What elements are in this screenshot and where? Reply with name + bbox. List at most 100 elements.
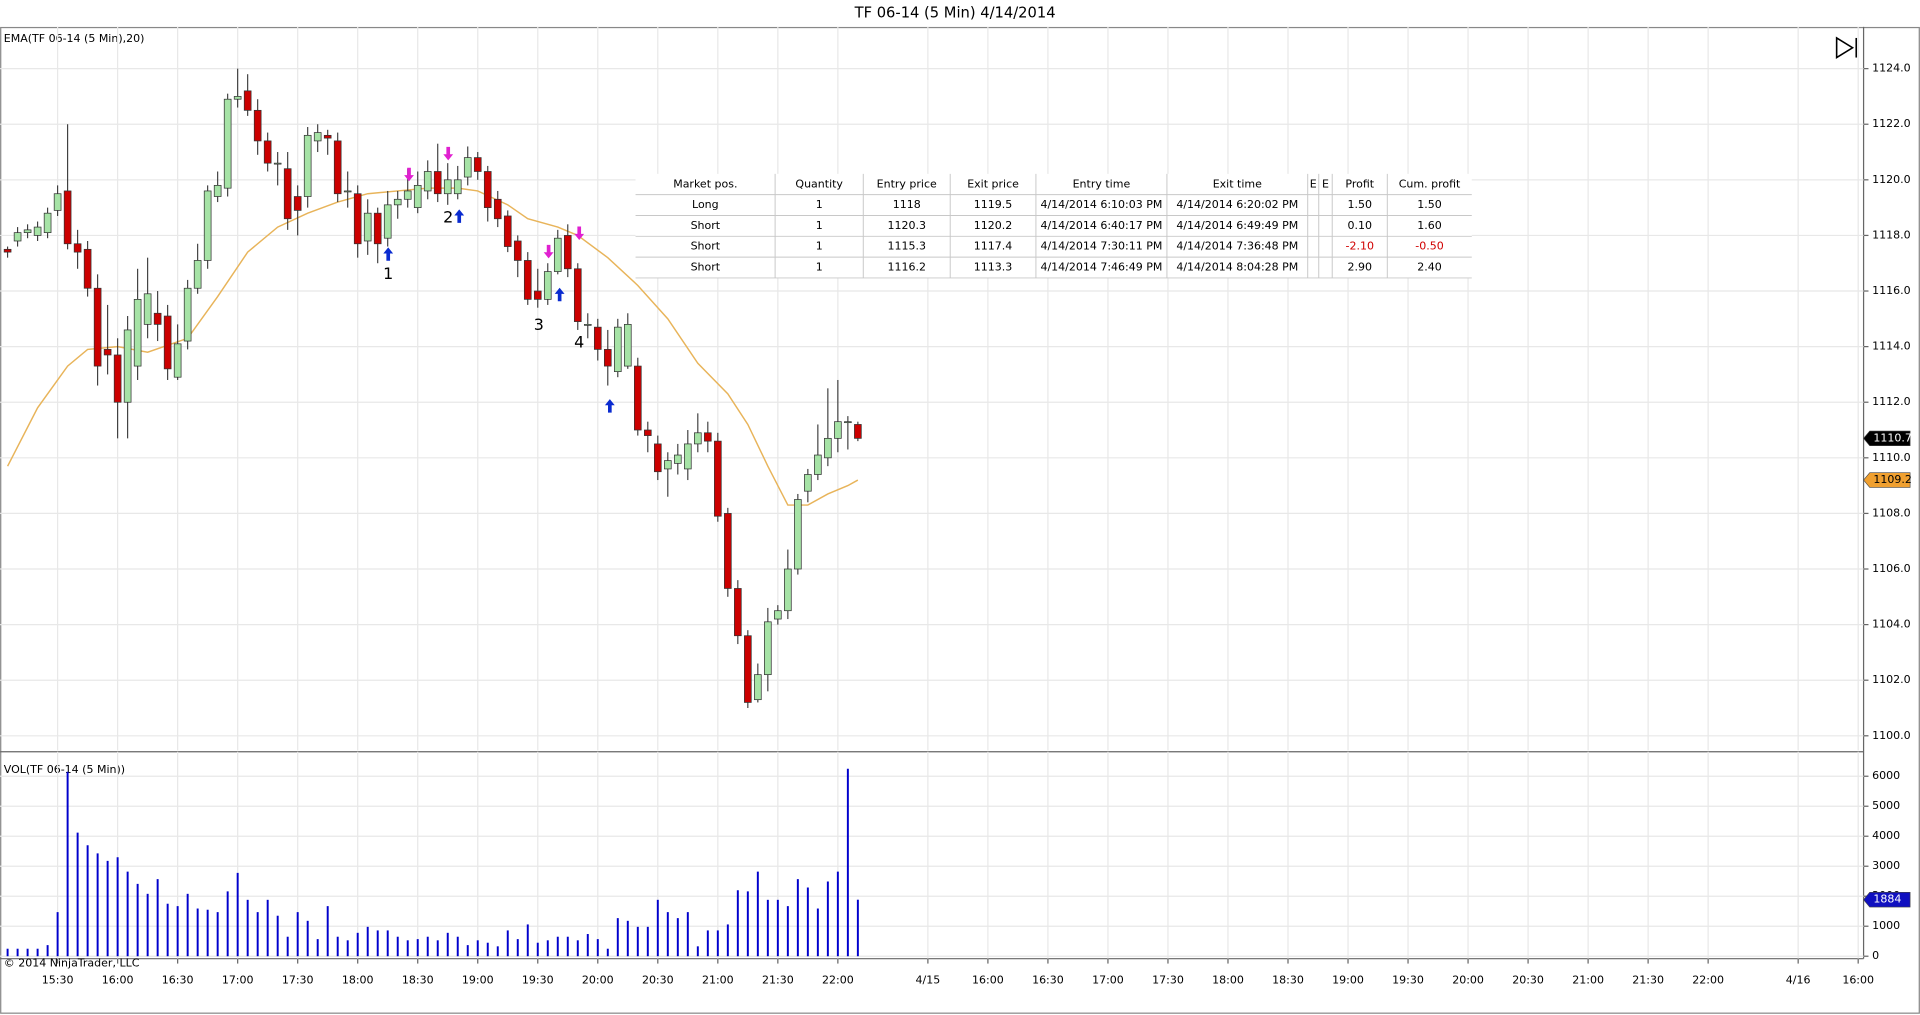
y-tick-label: 1124.0 bbox=[1872, 62, 1911, 75]
y-tick-label: 1120.0 bbox=[1872, 173, 1911, 186]
y-tick-label: 1104.0 bbox=[1872, 618, 1911, 631]
candle-body bbox=[193, 260, 202, 289]
candle-body bbox=[603, 349, 612, 367]
table-cell: 1 bbox=[816, 261, 823, 274]
candle-body bbox=[413, 185, 422, 208]
y-tick-label: 1110.0 bbox=[1872, 451, 1911, 464]
x-tick-label: 16:00 bbox=[972, 974, 1004, 987]
candle-body bbox=[203, 190, 212, 261]
candle-body bbox=[814, 454, 822, 475]
last-price-tag: 1110.7 bbox=[1873, 431, 1912, 444]
table-cell: 1 bbox=[816, 240, 823, 253]
trade-arrow bbox=[404, 167, 414, 182]
candle-body bbox=[754, 674, 762, 701]
candle-body bbox=[644, 429, 652, 436]
candle-body bbox=[533, 290, 542, 300]
trade-arrow bbox=[554, 287, 565, 302]
play-icon[interactable] bbox=[1835, 36, 1855, 59]
table-header: Entry time bbox=[1073, 177, 1131, 190]
candle-body bbox=[543, 271, 552, 300]
table-header: Profit bbox=[1345, 177, 1374, 190]
candle-body bbox=[283, 168, 292, 220]
trade-arrow bbox=[574, 226, 585, 240]
candle-body bbox=[43, 212, 52, 234]
candle-body bbox=[13, 232, 22, 242]
trades-table: Market pos. Quantity Entry price Exit price… bbox=[635, 173, 1472, 279]
x-tick-label: 18:30 bbox=[1272, 974, 1304, 987]
volume-tick-label: 5000 bbox=[1872, 799, 1900, 812]
candle-body bbox=[153, 312, 162, 325]
candle-body bbox=[253, 109, 262, 142]
candle-body bbox=[704, 432, 712, 442]
table-cell: 2.40 bbox=[1417, 261, 1442, 274]
table-cell: 1115.3 bbox=[887, 240, 926, 253]
candle-body bbox=[273, 162, 282, 165]
candle-body bbox=[513, 240, 522, 261]
x-tick-label: 17:30 bbox=[282, 974, 314, 987]
candle-body bbox=[313, 132, 322, 142]
y-tick-label: 1106.0 bbox=[1872, 562, 1911, 575]
table-cell: 0.10 bbox=[1348, 219, 1373, 232]
y-tick-label: 1102.0 bbox=[1872, 673, 1911, 686]
candle-body bbox=[83, 248, 92, 289]
table-cell: 1.50 bbox=[1417, 198, 1442, 211]
table-cell: 1118 bbox=[893, 198, 921, 211]
table-cell: -0.50 bbox=[1415, 240, 1443, 253]
candle-body bbox=[433, 171, 442, 195]
volume-panel-label: VOL(TF 06-14 (5 Min)) bbox=[4, 763, 125, 776]
candle-body bbox=[664, 460, 672, 470]
table-header: E bbox=[1310, 177, 1317, 190]
ema-line bbox=[6, 187, 859, 506]
candle-body bbox=[3, 248, 12, 253]
table-header: Entry price bbox=[877, 177, 937, 190]
x-tick-label: 17:00 bbox=[1092, 974, 1124, 987]
x-tick-label: 21:30 bbox=[1632, 974, 1664, 987]
x-tick-label: 21:30 bbox=[762, 974, 794, 987]
candle-body bbox=[714, 440, 722, 517]
x-tick-label: 17:00 bbox=[222, 974, 254, 987]
candle-body bbox=[483, 171, 492, 208]
table-cell: 1119.5 bbox=[974, 198, 1013, 211]
candle-body bbox=[93, 287, 102, 367]
trade-arrow bbox=[443, 146, 454, 161]
candle-body bbox=[323, 134, 332, 139]
volume-tag-box bbox=[1863, 892, 1911, 908]
table-cell: 1.60 bbox=[1417, 219, 1442, 232]
y-tick-label: 1116.0 bbox=[1872, 284, 1911, 297]
table-cell: 1116.2 bbox=[887, 261, 926, 274]
candle-body bbox=[173, 343, 182, 378]
x-tick-label: 18:00 bbox=[342, 974, 374, 987]
candle-body bbox=[163, 315, 172, 370]
table-cell: Long bbox=[692, 198, 719, 211]
x-tick-label: 18:00 bbox=[1212, 974, 1244, 987]
table-cell: 4/14/2014 6:10:03 PM bbox=[1040, 198, 1162, 211]
trade-label: 4 bbox=[574, 332, 584, 351]
table-cell: 1120.2 bbox=[974, 219, 1013, 232]
candle-body bbox=[363, 212, 372, 242]
candle-body bbox=[854, 424, 862, 439]
scroll-end-icon[interactable] bbox=[1835, 36, 1858, 59]
candle-body bbox=[573, 268, 582, 322]
x-tick-label: 19:30 bbox=[522, 974, 554, 987]
x-tick-label: 20:30 bbox=[1512, 974, 1544, 987]
trade-label: 2 bbox=[443, 207, 453, 226]
ema-tag: 1109.2 bbox=[1873, 473, 1912, 486]
candle-body bbox=[563, 235, 572, 270]
table-cell: Short bbox=[691, 219, 721, 232]
candle-body bbox=[844, 421, 852, 424]
candle-body bbox=[73, 243, 82, 253]
candle-body bbox=[223, 98, 232, 189]
candle-body bbox=[804, 474, 812, 492]
candle-body bbox=[734, 588, 742, 637]
volume-tick-label: 3000 bbox=[1872, 859, 1900, 872]
candle-body bbox=[343, 190, 352, 193]
x-tick-label: 19:00 bbox=[462, 974, 494, 987]
table-cell: 4/14/2014 6:40:17 PM bbox=[1040, 219, 1162, 232]
x-tick-label: 20:00 bbox=[1452, 974, 1484, 987]
chart-title: TF 06-14 (5 Min) 4/14/2014 bbox=[854, 4, 1056, 21]
candle-body bbox=[403, 190, 412, 200]
trade-arrow bbox=[383, 247, 394, 261]
frame bbox=[0, 26, 1920, 1014]
candle-body bbox=[133, 298, 142, 367]
candle-body bbox=[593, 326, 602, 350]
